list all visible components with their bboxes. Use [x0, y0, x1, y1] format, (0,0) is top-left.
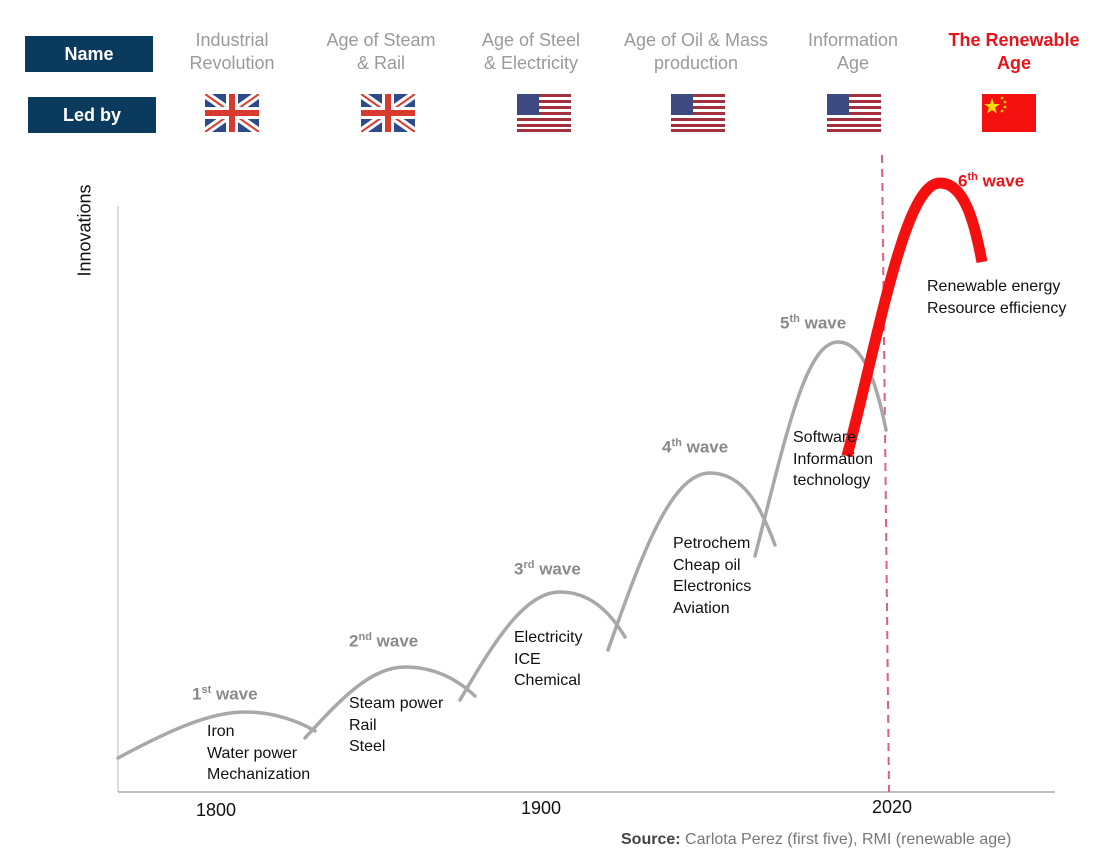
- source-note: Source: Carlota Perez (first five), RMI …: [621, 831, 1012, 848]
- y-axis-label: Innovations: [74, 184, 95, 277]
- wave-6-labels: Renewable energy Resource efficiency: [927, 278, 1067, 317]
- wave-2-curve: [303, 665, 477, 740]
- wave-4-labels: Petrochem Cheap oil Electronics Aviation: [673, 535, 752, 617]
- x-tick-2020: 2020: [872, 797, 913, 817]
- x-tick-1900: 1900: [521, 798, 562, 818]
- name-row-label: Name: [25, 36, 153, 72]
- age-industrial-revolution: Industrial Revolution: [189, 30, 275, 73]
- y-axis-label-wrap: Innovations: [70, 180, 100, 290]
- wave-5-title: 5th wave: [780, 313, 847, 333]
- age-renewable: The Renewable Age: [948, 30, 1080, 73]
- age-steam-rail: Age of Steam & Rail: [326, 30, 436, 73]
- uk-flag-icon: [361, 94, 415, 132]
- age-information: Information Age: [807, 30, 899, 73]
- us-flag-icon: [517, 94, 571, 132]
- wave-1-labels: Iron Water power Mechanization: [207, 723, 311, 783]
- wave-6-curve: [841, 177, 988, 458]
- wave-3-labels: Electricity ICE Chemical: [514, 629, 583, 689]
- led-by-row-label: Led by: [28, 97, 156, 133]
- us-flag-icon: [827, 94, 881, 132]
- wave-2-title: 2nd wave: [349, 631, 419, 651]
- wave-6-title: 6th wave: [958, 171, 1025, 191]
- wave-4-title: 4th wave: [662, 437, 729, 457]
- wave-3-curve: [458, 590, 627, 702]
- age-steel-electricity: Age of Steel & Electricity: [481, 30, 581, 73]
- wave-2-labels: Steam power Rail Steel: [349, 695, 444, 755]
- wave-5-curve: [753, 340, 888, 558]
- china-flag-icon: [982, 94, 1036, 132]
- us-flag-icon: [671, 94, 725, 132]
- wave-1-title: 1st wave: [192, 684, 258, 704]
- wave-1-curve: [116, 710, 317, 760]
- wave-3-title: 3rd wave: [514, 559, 581, 579]
- wave-4-curve: [606, 471, 777, 652]
- x-tick-1800: 1800: [196, 800, 237, 820]
- wave-5-labels: Software Information technology: [793, 429, 874, 489]
- age-oil-mass-production: Age of Oil & Mass production: [623, 30, 769, 73]
- present-day-line: [881, 154, 890, 793]
- uk-flag-icon: [205, 94, 259, 132]
